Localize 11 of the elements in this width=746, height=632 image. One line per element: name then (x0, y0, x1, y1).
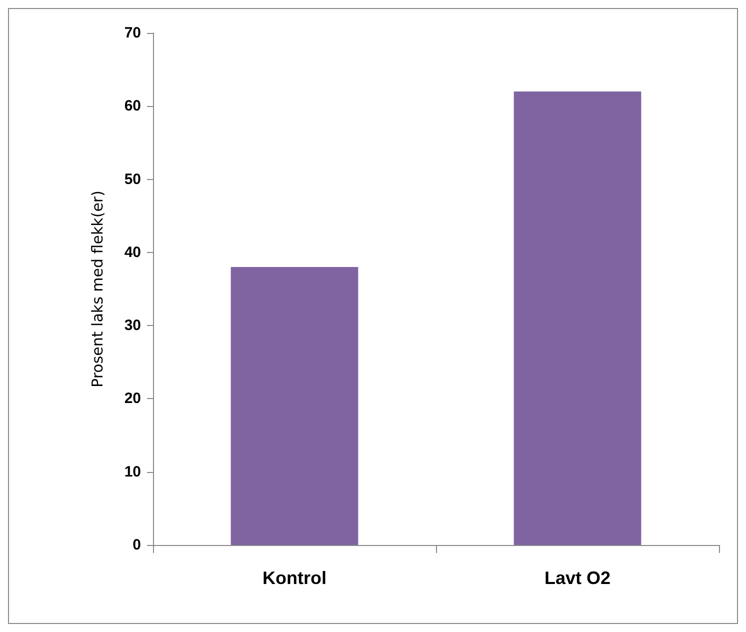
x-tick-label: Kontrol (262, 568, 326, 588)
y-tick-label: 70 (124, 24, 141, 42)
y-tick-label: 60 (124, 98, 141, 115)
y-tick-label: 30 (124, 317, 141, 334)
y-tick-label: 50 (124, 170, 141, 188)
y-tick-label: 0 (132, 536, 141, 554)
y-axis-title: Prosent laks med flekk(er) (88, 190, 106, 388)
x-tick-label: Lavt O2 (544, 568, 611, 588)
y-tick-label: 20 (124, 390, 141, 408)
y-tick-label: 10 (124, 463, 141, 480)
y-tick-label: 40 (124, 244, 141, 261)
